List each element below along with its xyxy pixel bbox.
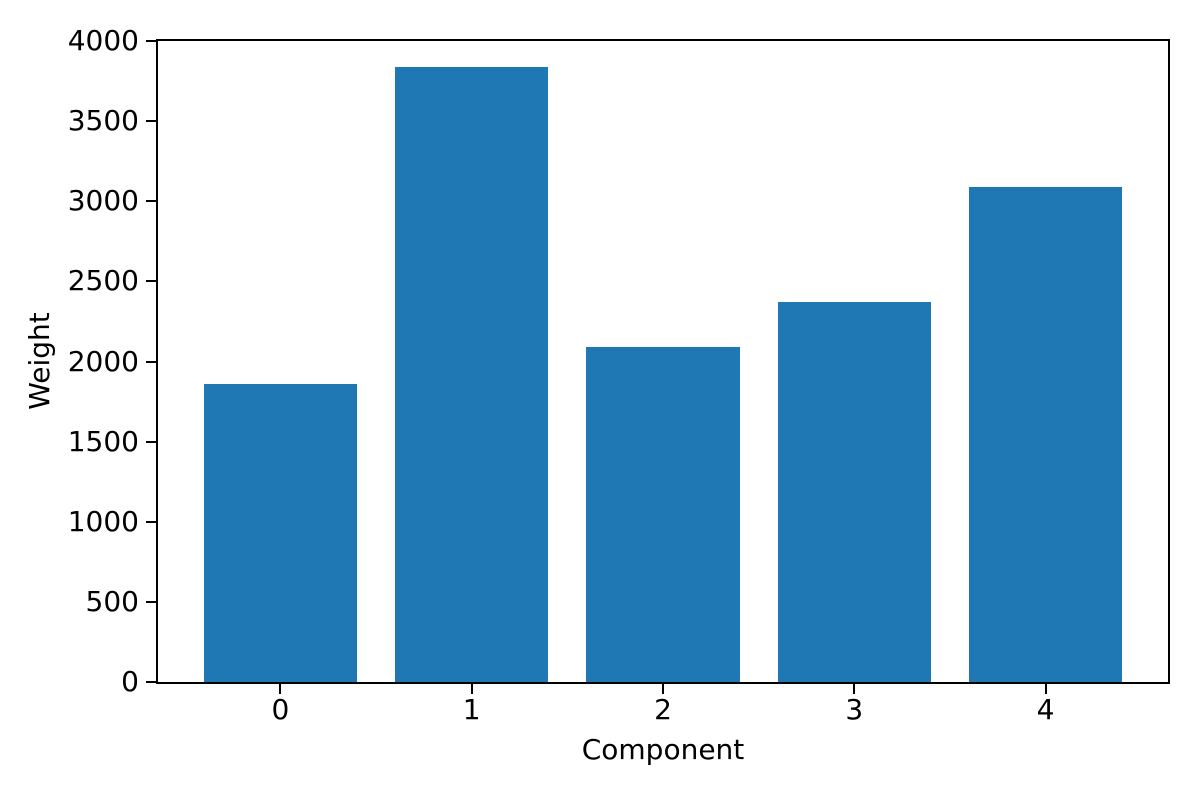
y-axis-label: Weight [23, 312, 56, 410]
y-tick-mark-4000 [146, 40, 158, 42]
y-tick-label-2500: 2500 [67, 264, 139, 298]
x-tick-label-1: 1 [462, 693, 481, 726]
y-tick-mark-3000 [146, 200, 158, 203]
x-tick-mark-1 [470, 684, 473, 694]
y-tick-label-3000: 3000 [67, 184, 139, 218]
y-tick-mark-2000 [146, 360, 158, 363]
bar-component-2 [586, 347, 740, 682]
y-tick-mark-2500 [146, 280, 158, 283]
x-tick-mark-0 [279, 684, 282, 694]
x-tick-label-2: 2 [654, 693, 672, 726]
x-tick-label-3: 3 [845, 693, 864, 726]
y-tick-mark-1000 [146, 520, 158, 523]
y-tick-mark-0 [146, 681, 158, 683]
bar-component-3 [777, 302, 931, 682]
x-tick-mark-2 [662, 684, 664, 694]
x-tick-mark-3 [853, 684, 856, 694]
x-axis-label: Component [581, 733, 745, 766]
bar-component-1 [395, 66, 549, 682]
y-tick-mark-1500 [146, 440, 158, 443]
y-tick-label-3500: 3500 [67, 104, 139, 138]
y-tick-label-4000: 4000 [67, 24, 139, 57]
x-tick-mark-4 [1044, 684, 1047, 694]
y-tick-label-500: 500 [85, 584, 139, 618]
y-tick-mark-3500 [146, 120, 158, 123]
bar-component-4 [969, 186, 1123, 682]
x-tick-label-0: 0 [271, 693, 290, 726]
x-tick-label-4: 4 [1036, 693, 1055, 726]
y-tick-label-1000: 1000 [67, 504, 139, 538]
bar-component-0 [203, 383, 357, 682]
y-tick-label-2000: 2000 [67, 344, 139, 378]
y-tick-label-1500: 1500 [67, 424, 139, 458]
y-tick-mark-500 [146, 600, 158, 603]
y-tick-label-0: 0 [121, 665, 139, 698]
